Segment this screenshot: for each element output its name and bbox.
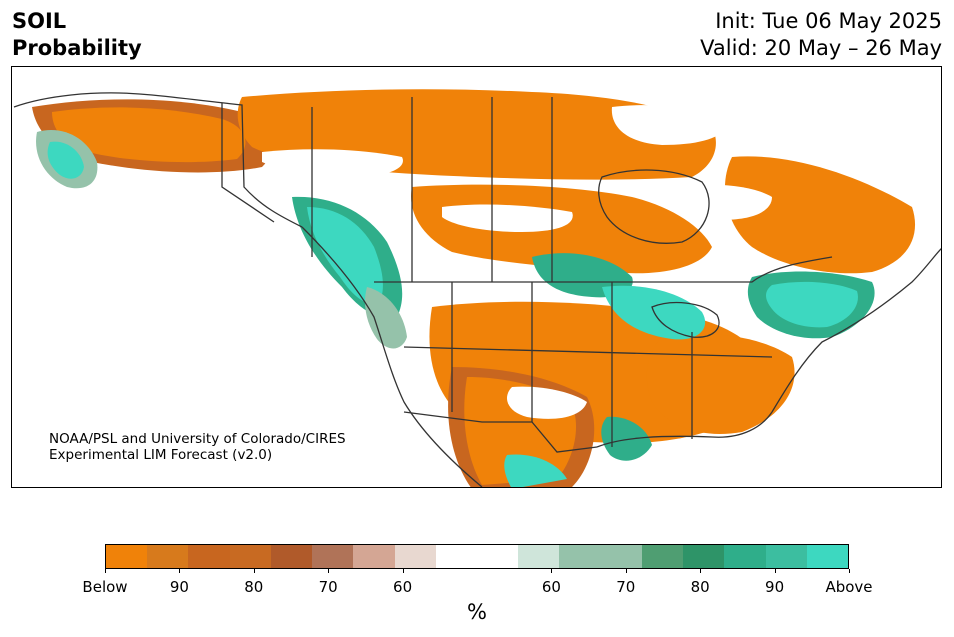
credit-line-2: Experimental LIM Forecast (v2.0): [49, 447, 273, 463]
colorbar-segment: [147, 545, 189, 568]
colorbar-segment: [188, 545, 230, 568]
colorbar-tick-label: 90: [765, 578, 785, 596]
valid-range: Valid: 20 May – 26 May: [700, 36, 942, 60]
below-region-east-us: [646, 333, 795, 434]
colorbar-segment: [641, 545, 684, 568]
colorbar-segment: [353, 545, 395, 568]
above-region-mexico: [504, 454, 567, 487]
colorbar-tickmark: [328, 569, 330, 573]
boundaries-layer: [13, 92, 941, 487]
border-canada-us: [374, 256, 833, 283]
colorbar-tick-label: 60: [541, 578, 561, 596]
colorbar-segment: [806, 545, 848, 568]
init-date: Init: Tue 06 May 2025: [715, 9, 942, 33]
forecast-map: [11, 66, 942, 488]
above-region-northeast-core: [766, 281, 858, 328]
colorbar-tick-label: 60: [393, 578, 413, 596]
probability-title: Probability: [12, 36, 142, 60]
colorbar-segment: [394, 545, 436, 568]
colorbar-tick-label: Below: [82, 578, 128, 596]
great-lakes: [651, 301, 720, 338]
colorbar-segment: [312, 545, 354, 568]
above-anomaly-layer: [36, 130, 875, 487]
colorbar-tickmark: [179, 569, 181, 573]
colorbar-tickmark: [700, 569, 702, 573]
above-region-northern-plains: [532, 253, 633, 298]
hudson-bay: [598, 169, 710, 244]
colorbar-segment: [106, 545, 148, 568]
above-region-pacific-nw: [365, 287, 407, 349]
coastline-pacific: [301, 226, 483, 487]
colorbar-segment: [435, 545, 477, 568]
colorbar-segment: [559, 545, 601, 568]
colorbar-unit: %: [467, 600, 487, 624]
colorbar-tick-label: Above: [825, 578, 873, 596]
state-line-5: [403, 346, 773, 358]
colorbar-tickmark: [625, 569, 627, 573]
map-svg: [13, 89, 941, 487]
below-region-alaska-core: [52, 107, 246, 163]
date-block: Init: Tue 06 May 2025 Valid: 20 May – 26…: [700, 8, 942, 62]
colorbar-tick-label: 70: [616, 578, 636, 596]
colorbar-tick-label: 80: [690, 578, 710, 596]
neutral-layer: [262, 105, 772, 419]
colorbar-tickmark: [402, 569, 404, 573]
credit-line-1: NOAA/PSL and University of Colorado/CIRE…: [49, 431, 346, 447]
colorbar-segment: [683, 545, 725, 568]
above-region-gulf-texas: [601, 416, 652, 461]
colorbar-tickmark: [551, 569, 553, 573]
colorbar-tickmark: [253, 569, 255, 573]
colorbar-segment: [600, 545, 642, 568]
colorbar-segment: [724, 545, 766, 568]
credit-text: NOAA/PSL and University of Colorado/CIRE…: [49, 431, 346, 463]
colorbar-segment: [476, 545, 519, 568]
colorbar-segment: [229, 545, 271, 568]
colorbar-tickmark: [849, 569, 850, 573]
variable-title: SOIL: [12, 9, 67, 33]
colorbar-tick-label: 70: [318, 578, 338, 596]
above-region-alaska-west-core: [47, 141, 84, 179]
colorbar-tickmark: [774, 569, 776, 573]
above-region-bc-core: [307, 207, 383, 305]
coastline-atlantic: [771, 248, 941, 413]
border-alaska-canada: [221, 103, 275, 223]
colorbar-segment: [765, 545, 807, 568]
coastline-gulf: [596, 411, 773, 448]
colorbar-segment: [270, 545, 313, 568]
colorbar-tick-label: 90: [169, 578, 189, 596]
colorbar-tick-label: 80: [244, 578, 264, 596]
colorbar: [105, 544, 849, 569]
colorbar-segment: [518, 545, 560, 568]
below-region-canada-east: [724, 156, 916, 274]
title-block: SOIL Probability: [12, 8, 142, 62]
coastline-alaska: [13, 92, 303, 228]
colorbar-tickmark: [105, 569, 106, 573]
